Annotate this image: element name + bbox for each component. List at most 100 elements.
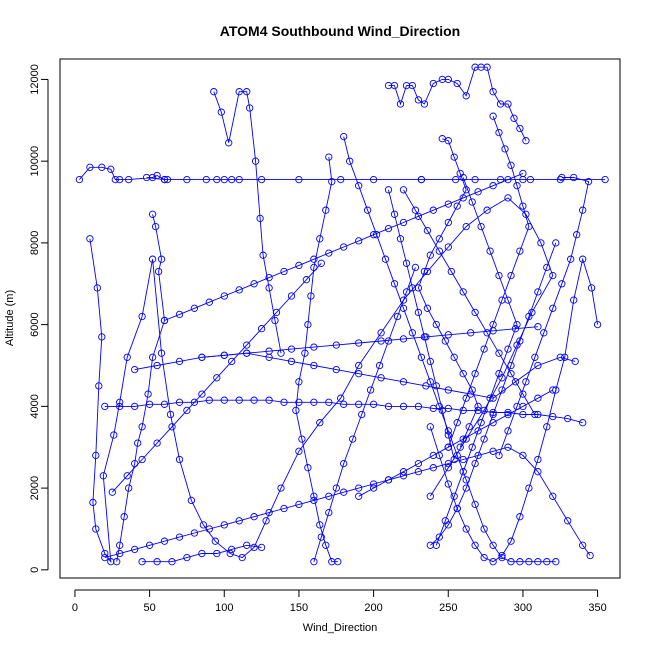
data-point bbox=[355, 484, 363, 492]
data-point bbox=[456, 443, 464, 451]
data-point bbox=[250, 543, 258, 552]
series-line bbox=[104, 446, 591, 559]
plot-frame bbox=[59, 58, 621, 579]
data-point bbox=[145, 541, 154, 549]
series-line bbox=[447, 116, 530, 448]
data-point bbox=[579, 255, 587, 263]
data-point bbox=[426, 423, 434, 431]
data-point bbox=[420, 100, 429, 108]
data-point bbox=[369, 175, 378, 184]
data-point bbox=[429, 404, 437, 413]
series-14 bbox=[160, 169, 527, 325]
data-point bbox=[262, 517, 270, 525]
data-point bbox=[116, 175, 124, 184]
data-point bbox=[235, 88, 243, 96]
data-point bbox=[86, 235, 94, 243]
data-point bbox=[495, 128, 503, 137]
data-point bbox=[489, 558, 497, 566]
data-point bbox=[579, 419, 587, 427]
data-point bbox=[163, 175, 172, 184]
data-point bbox=[95, 382, 103, 390]
data-point bbox=[422, 382, 430, 390]
data-point bbox=[507, 361, 515, 370]
data-point bbox=[516, 337, 524, 345]
series-19 bbox=[399, 186, 539, 419]
data-point bbox=[101, 553, 109, 562]
data-point bbox=[366, 386, 375, 394]
data-point bbox=[480, 345, 488, 353]
data-point bbox=[375, 361, 384, 370]
data-point bbox=[166, 410, 175, 419]
data-point bbox=[316, 521, 324, 529]
data-point bbox=[471, 541, 479, 549]
data-point bbox=[417, 353, 426, 361]
data-point bbox=[432, 382, 440, 390]
data-point bbox=[138, 423, 146, 431]
data-point bbox=[414, 96, 423, 104]
data-point bbox=[160, 175, 169, 184]
series-line bbox=[104, 399, 583, 424]
data-point bbox=[462, 484, 470, 492]
data-point bbox=[220, 351, 228, 359]
data-point bbox=[426, 492, 434, 500]
data-point bbox=[213, 175, 221, 184]
data-point bbox=[243, 341, 251, 349]
data-point bbox=[316, 235, 324, 243]
data-point bbox=[411, 263, 420, 272]
series-23 bbox=[384, 186, 458, 464]
data-point bbox=[328, 177, 336, 186]
data-point bbox=[468, 198, 476, 206]
data-point bbox=[489, 541, 497, 549]
data-point bbox=[304, 464, 312, 472]
x-tick-label: 200 bbox=[364, 602, 382, 614]
data-point bbox=[519, 451, 527, 460]
data-point bbox=[504, 175, 512, 184]
data-point bbox=[142, 173, 151, 182]
series-line bbox=[116, 214, 165, 562]
data-point bbox=[369, 400, 378, 408]
data-point bbox=[145, 400, 154, 408]
data-point bbox=[402, 259, 411, 267]
data-point bbox=[522, 378, 530, 386]
data-point bbox=[504, 410, 512, 419]
data-point bbox=[301, 349, 309, 357]
data-point bbox=[423, 226, 432, 235]
data-point bbox=[98, 163, 106, 171]
data-point bbox=[355, 361, 363, 370]
data-point bbox=[175, 455, 184, 464]
data-point bbox=[116, 402, 124, 411]
data-point bbox=[310, 492, 318, 500]
data-point bbox=[187, 496, 196, 505]
data-point bbox=[228, 175, 236, 184]
data-point bbox=[444, 431, 452, 439]
data-point bbox=[459, 435, 467, 443]
data-point bbox=[450, 153, 458, 161]
data-point bbox=[411, 206, 420, 214]
data-point bbox=[498, 551, 506, 560]
data-point bbox=[123, 353, 131, 361]
data-point bbox=[250, 513, 258, 521]
data-point bbox=[435, 247, 443, 255]
series-2 bbox=[113, 210, 169, 566]
data-point bbox=[302, 276, 311, 284]
data-point bbox=[325, 508, 333, 517]
x-tick-label: 350 bbox=[588, 602, 606, 614]
data-point bbox=[414, 308, 423, 317]
data-point bbox=[217, 108, 225, 116]
data-point bbox=[459, 406, 467, 415]
data-point bbox=[453, 419, 461, 427]
data-point bbox=[486, 247, 494, 255]
data-point bbox=[317, 533, 325, 541]
x-tick-label: 250 bbox=[439, 602, 457, 614]
data-point bbox=[226, 549, 234, 558]
data-point bbox=[198, 353, 206, 361]
data-point bbox=[399, 472, 408, 480]
series-16 bbox=[198, 349, 579, 402]
series-line bbox=[429, 257, 599, 563]
series-line bbox=[358, 389, 554, 497]
data-point bbox=[525, 312, 533, 321]
data-point bbox=[287, 292, 296, 300]
data-point bbox=[210, 88, 218, 96]
data-point bbox=[160, 537, 169, 545]
data-point bbox=[480, 553, 488, 562]
